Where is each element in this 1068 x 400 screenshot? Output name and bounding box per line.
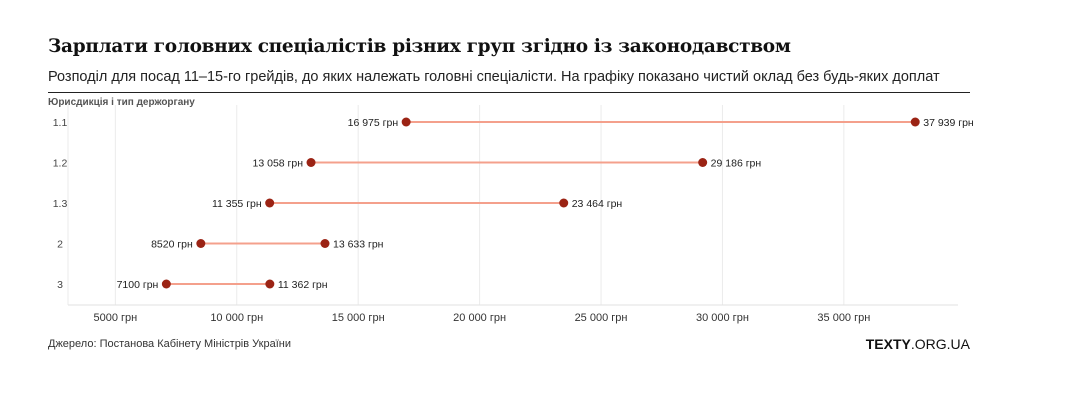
max-dot xyxy=(698,158,708,167)
logo-bold: TEXTY xyxy=(865,336,911,352)
x-tick-label: 25 000 грн xyxy=(575,312,628,324)
min-dot xyxy=(306,158,316,167)
max-value-label: 13 633 грн xyxy=(333,239,384,251)
min-value-label: 13 058 грн xyxy=(253,158,304,170)
x-tick-label: 10 000 грн xyxy=(210,312,263,324)
x-tick-label: 5000 грн xyxy=(93,312,137,324)
category-label: 1.1 xyxy=(53,117,68,129)
max-dot xyxy=(320,239,330,248)
source-note: Джерело: Постанова Кабінету Міністрів Ук… xyxy=(48,338,291,350)
x-tick-label: 35 000 грн xyxy=(817,312,870,324)
x-tick-label: 15 000 грн xyxy=(332,312,385,324)
max-value-label: 23 464 грн xyxy=(572,198,623,210)
chart-title: Зарплати головних спеціалістів різних гр… xyxy=(48,36,791,57)
min-value-label: 16 975 грн xyxy=(348,117,399,129)
divider xyxy=(48,92,970,93)
y-axis-label: Юрисдикція і тип держоргану xyxy=(48,97,195,108)
category-label: 1.2 xyxy=(53,158,68,170)
x-tick-label: 20 000 грн xyxy=(453,312,506,324)
min-value-label: 8520 грн xyxy=(151,239,193,251)
min-dot xyxy=(401,117,411,127)
max-value-label: 37 939 грн xyxy=(923,117,974,129)
min-dot xyxy=(161,279,171,289)
category-label: 1.3 xyxy=(53,198,68,210)
chart-subtitle: Розподіл для посад 11–15-го грейдів, до … xyxy=(48,69,940,85)
logo[interactable]: TEXTY.ORG.UA xyxy=(866,336,970,352)
max-dot xyxy=(910,117,920,127)
max-dot xyxy=(265,279,275,289)
min-dot xyxy=(196,239,206,248)
max-value-label: 11 362 грн xyxy=(278,279,328,291)
min-value-label: 11 355 грн xyxy=(212,198,262,210)
max-value-label: 29 186 грн xyxy=(711,158,762,170)
category-label: 3 xyxy=(57,279,63,291)
x-tick-label: 30 000 грн xyxy=(696,312,749,324)
logo-rest: .ORG.UA xyxy=(910,336,970,352)
category-label: 2 xyxy=(57,239,63,251)
max-dot xyxy=(559,198,569,208)
min-value-label: 7100 грн xyxy=(117,279,159,291)
min-dot xyxy=(265,198,275,208)
